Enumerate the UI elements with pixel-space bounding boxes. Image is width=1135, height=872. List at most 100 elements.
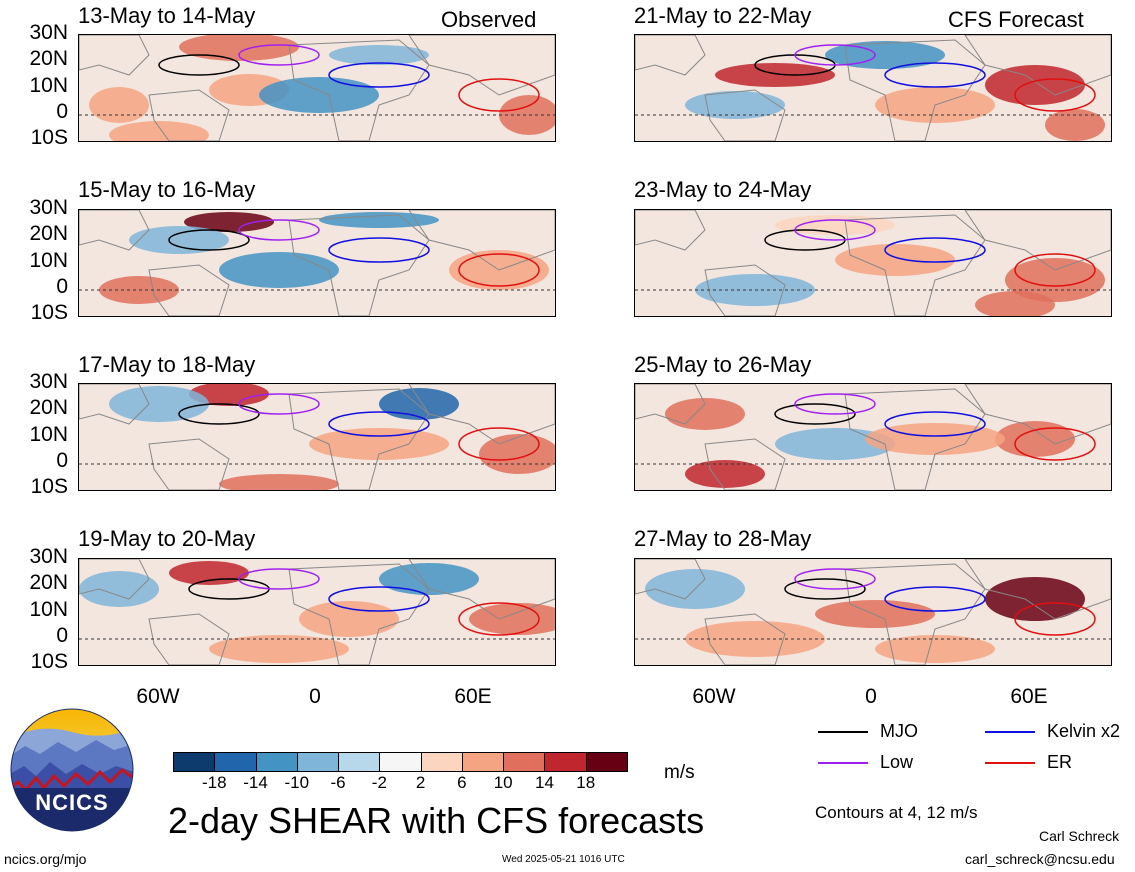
contour-kelvin-x2 [328, 411, 430, 437]
colorbar-tick: 2 [415, 773, 426, 792]
ncics-logo: NCICS [10, 708, 134, 832]
colorbar-tick: 6 [457, 773, 467, 792]
coastline [635, 210, 706, 251]
colorbar-swatch [420, 752, 463, 772]
contour-kelvin-x2 [884, 411, 986, 437]
contour-kelvin-x2 [328, 237, 430, 263]
lat-label-10s-row4: 10S [30, 650, 68, 673]
shear-blob [209, 635, 349, 663]
shear-blob [79, 571, 159, 607]
colorbar-swatch [379, 752, 422, 772]
coastline [288, 388, 430, 490]
map-shading [635, 35, 1111, 141]
shear-blob [259, 77, 379, 113]
shear-blob [835, 244, 955, 276]
lon-label-60e-right: 60E [1010, 685, 1048, 708]
legend-er-line [985, 762, 1035, 764]
map-shading [79, 559, 555, 665]
coastline [704, 613, 786, 665]
shear-blob [319, 212, 439, 228]
coastline [844, 214, 986, 316]
contour-low [794, 219, 876, 241]
lon-label-60e-left: 60E [454, 685, 492, 708]
map-shading [635, 559, 1111, 665]
contour-kelvin-x2 [328, 586, 430, 612]
contour-low [794, 393, 876, 415]
shear-blob [685, 460, 765, 488]
colorbar-swatch [255, 752, 298, 772]
map-shading [79, 210, 555, 316]
coastline [964, 210, 1111, 271]
contour-kelvin-x2 [884, 237, 986, 263]
footer-timestamp: Wed 2025-05-21 1016 UTC [502, 854, 625, 865]
colorbar-tick: 10 [493, 773, 513, 792]
contour-er [458, 602, 540, 636]
shear-blob [184, 212, 274, 232]
legend-kelvin-line [985, 731, 1035, 733]
shear-blob [379, 388, 459, 420]
shear-blob [109, 386, 209, 422]
shear-blob [179, 35, 299, 61]
panel-date-8: 27-May to 28-May [634, 526, 812, 551]
shear-blob [1045, 109, 1105, 141]
shear-blob [775, 215, 895, 235]
legend-mjo-line [818, 731, 868, 733]
map-shading [79, 384, 555, 490]
contour-low [794, 568, 876, 590]
map-shading [635, 384, 1111, 490]
shear-blob [865, 423, 1005, 455]
panel-date-5: 21-May to 22-May [634, 3, 812, 28]
lon-label-0-left: 0 [309, 685, 321, 708]
map-panel-8 [634, 558, 1112, 666]
colorbar-swatch [503, 752, 546, 772]
legend-low-label: Low [880, 752, 914, 772]
lat-label-20n-row1: 20N [29, 47, 68, 70]
colorbar-tick: -14 [243, 773, 268, 792]
shear-blob [1005, 258, 1105, 302]
coastline [408, 384, 555, 445]
colorbar-swatch [585, 752, 628, 772]
colorbar-tick: -2 [371, 773, 387, 792]
coastline [964, 384, 1111, 445]
contour-mjo [158, 54, 240, 76]
shear-blob [129, 226, 229, 254]
shear-blob [219, 252, 339, 288]
shear-blob [815, 600, 935, 628]
map-panel-5 [634, 34, 1112, 142]
lat-label-30n-row1: 30N [29, 21, 68, 44]
map-panel-1 [78, 34, 556, 142]
shear-blob [825, 41, 945, 69]
lon-label-0-right: 0 [865, 685, 877, 708]
coastline [844, 388, 986, 490]
lat-label-20n-row2: 20N [29, 222, 68, 245]
map-panel-4 [78, 558, 556, 666]
contour-low [238, 568, 320, 590]
colorbar-swatch [173, 752, 216, 772]
contour-mjo [178, 403, 260, 425]
coastline [408, 210, 555, 271]
panel-date-1: 13-May to 14-May [78, 3, 256, 28]
colorbar-tick: 18 [576, 773, 596, 792]
map-panel-3 [78, 383, 556, 491]
contour-kelvin-x2 [884, 62, 986, 88]
contour-er [1014, 602, 1096, 636]
lat-label-10s-row3: 10S [30, 475, 68, 498]
lat-label-10n-row3: 10N [29, 423, 68, 446]
map-panel-6 [634, 209, 1112, 317]
coastline [148, 89, 230, 141]
panel-date-7: 25-May to 26-May [634, 352, 812, 377]
contour-low [238, 44, 320, 66]
contour-er [1014, 253, 1096, 287]
panel-date-4: 19-May to 20-May [78, 526, 256, 551]
contour-mjo [168, 229, 250, 251]
lat-label-10n-row1: 10N [29, 74, 68, 97]
lat-label-20n-row3: 20N [29, 396, 68, 419]
panel-date-6: 23-May to 24-May [634, 177, 812, 202]
map-shading [635, 210, 1111, 316]
contour-er [458, 427, 540, 461]
panel-date-3: 17-May to 18-May [78, 352, 256, 377]
shear-blob [665, 398, 745, 430]
coastline [408, 35, 555, 96]
shear-blob [169, 561, 249, 585]
coastline [288, 39, 430, 141]
